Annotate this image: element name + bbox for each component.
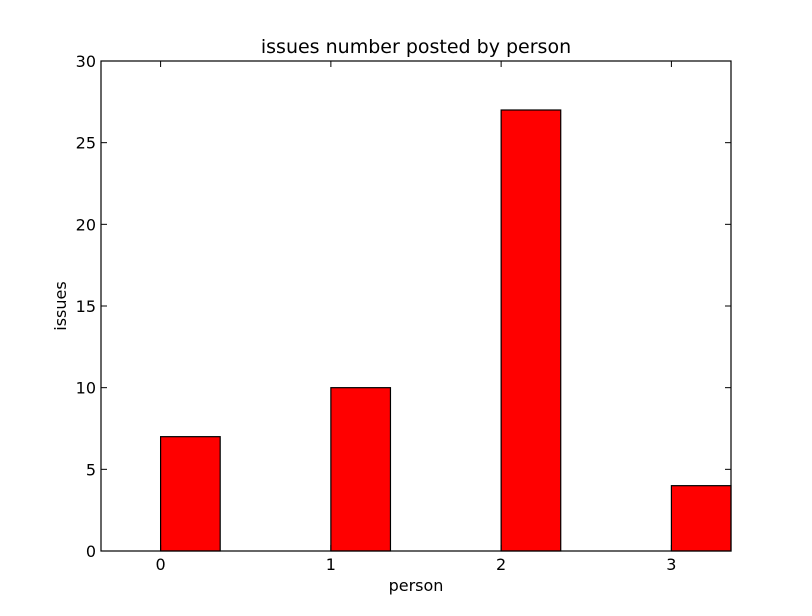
- x-tick-label-0: 0: [156, 555, 166, 574]
- x-tick-label-2: 2: [496, 555, 506, 574]
- y-tick-label-20: 20: [76, 215, 96, 234]
- bar-0: [159, 436, 221, 552]
- y-tick-label-30: 30: [76, 52, 96, 71]
- bar-2: [500, 109, 562, 552]
- y-tick-label-5: 5: [86, 460, 96, 479]
- bars-layer: [159, 109, 732, 552]
- ticks-layer: [101, 60, 731, 552]
- y-tick-label-15: 15: [76, 297, 96, 316]
- bar-1: [330, 387, 392, 552]
- y-axis-label: issues: [51, 281, 70, 330]
- bar-3: [670, 485, 732, 552]
- y-tick-label-10: 10: [76, 379, 96, 398]
- x-tick-label-1: 1: [326, 555, 336, 574]
- y-tick-label-25: 25: [76, 134, 96, 153]
- x-tick-label-3: 3: [666, 555, 676, 574]
- y-tick-label-0: 0: [86, 542, 96, 561]
- chart-title: issues number posted by person: [261, 36, 571, 58]
- x-axis-label: person: [389, 576, 444, 595]
